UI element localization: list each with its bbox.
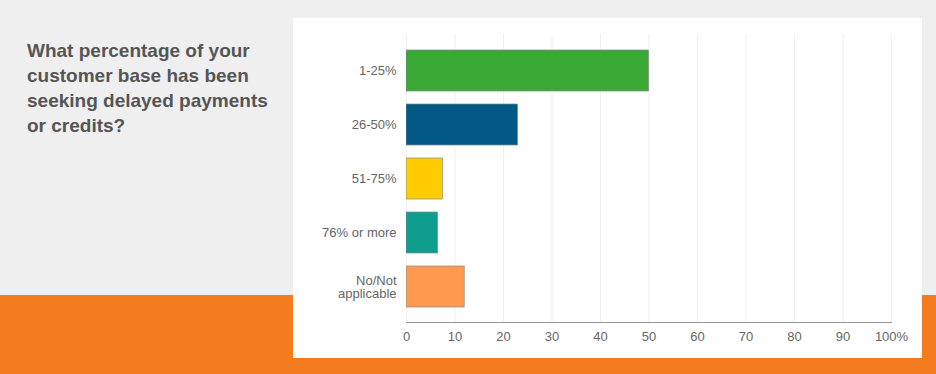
- svg-text:80: 80: [787, 329, 801, 344]
- svg-text:70: 70: [739, 329, 753, 344]
- svg-text:51-75%: 51-75%: [352, 171, 397, 186]
- svg-text:No/Notapplicable: No/Notapplicable: [338, 273, 397, 301]
- svg-text:40: 40: [593, 329, 607, 344]
- svg-text:26-50%: 26-50%: [352, 117, 397, 132]
- svg-text:30: 30: [545, 329, 559, 344]
- svg-text:10: 10: [448, 329, 462, 344]
- svg-text:76% or more: 76% or more: [322, 225, 396, 240]
- svg-text:100%: 100%: [875, 329, 909, 344]
- svg-text:20: 20: [496, 329, 510, 344]
- html-text:What percentage of your custom: What percentage of your customer base ha…: [27, 40, 268, 136]
- svg-text:1-25%: 1-25%: [359, 63, 397, 78]
- svg-text:90: 90: [836, 329, 850, 344]
- svg-text:60: 60: [690, 329, 704, 344]
- svg-text:50: 50: [642, 329, 656, 344]
- svg-text:0: 0: [403, 329, 410, 344]
